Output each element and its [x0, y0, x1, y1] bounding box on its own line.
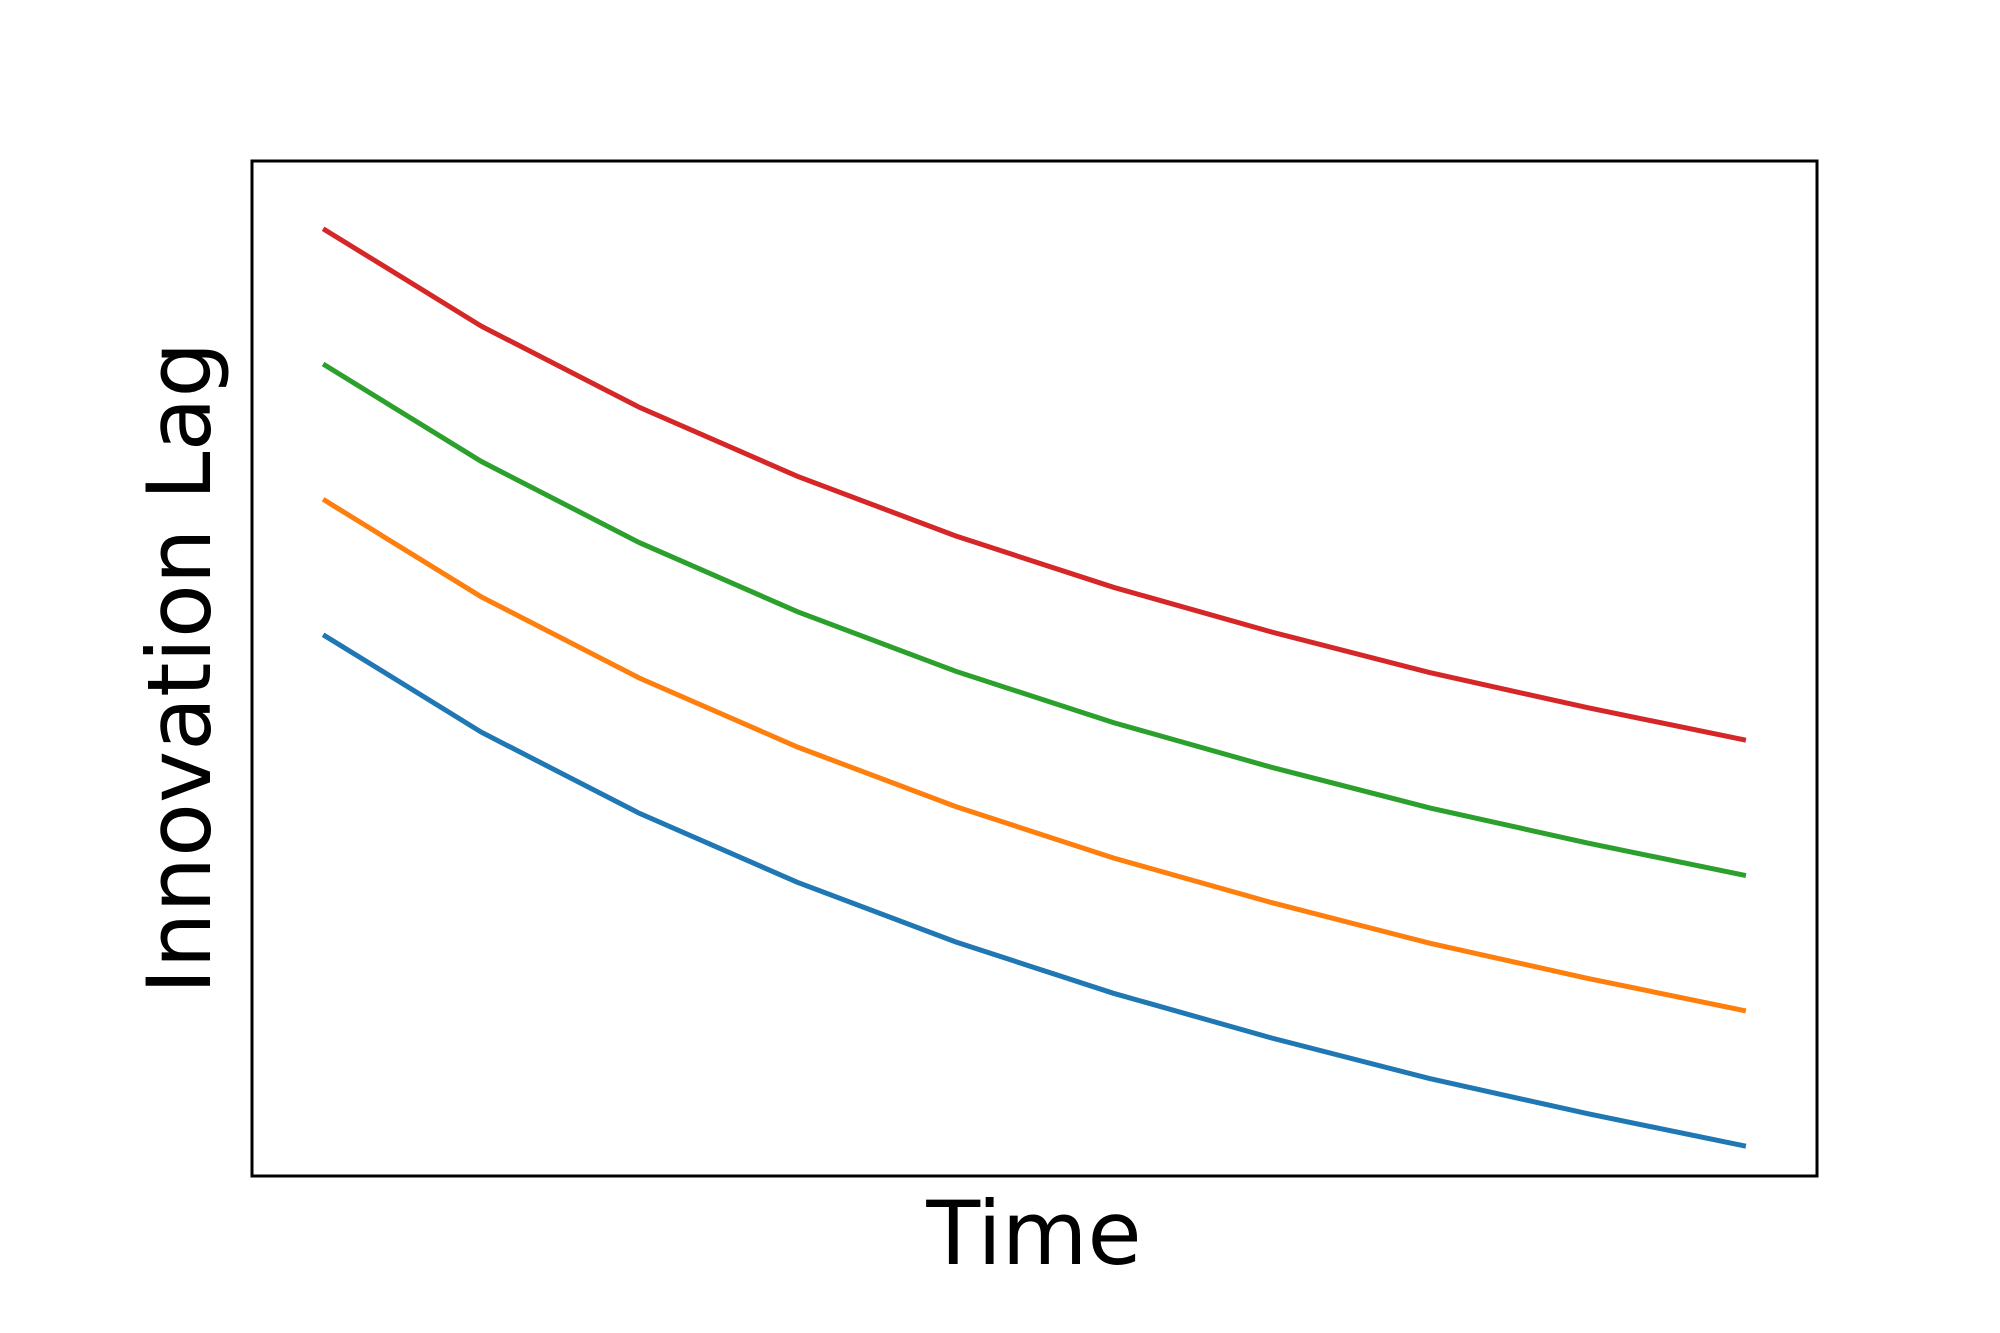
plot-area-frame [250, 159, 1819, 1178]
series-layer [321, 226, 1747, 1149]
series-line-3 [321, 361, 1747, 879]
series-line-4 [321, 226, 1747, 743]
series-line-1 [321, 632, 1747, 1149]
y-axis-label: Innovation Lag [128, 342, 231, 995]
series-line-2 [321, 497, 1747, 1014]
x-axis-label: Time [925, 1182, 1141, 1285]
